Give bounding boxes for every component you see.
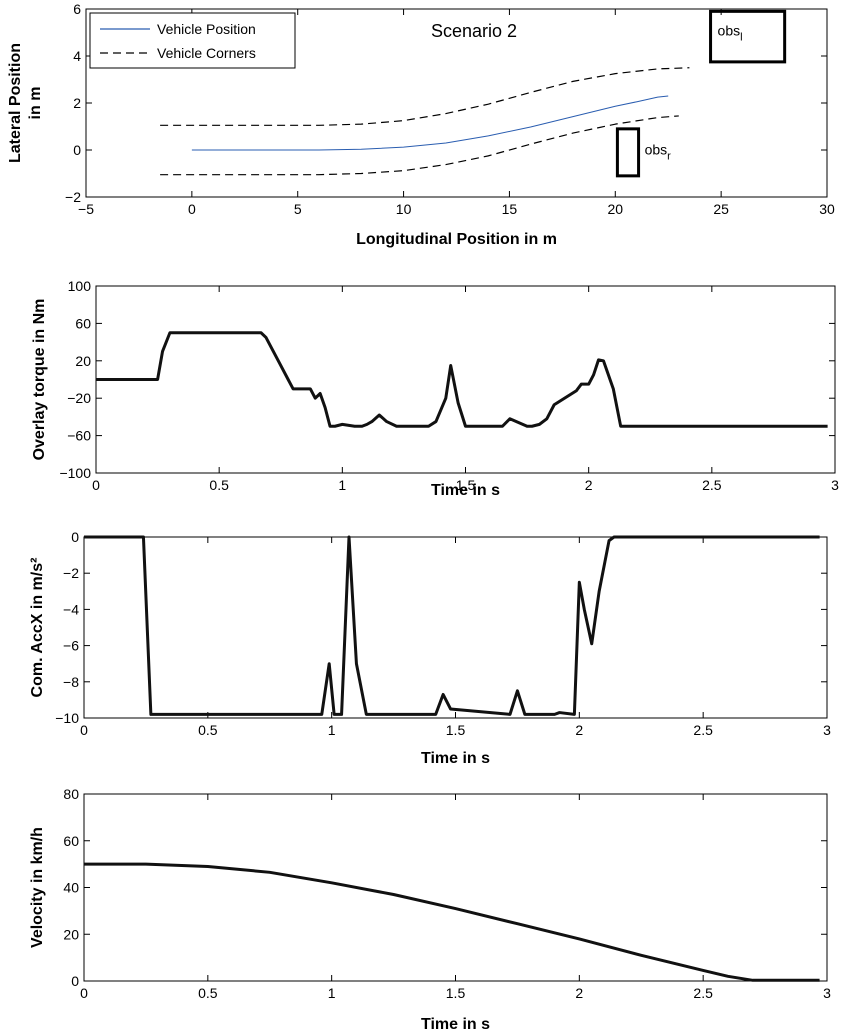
x-tick-label: 1 [328, 722, 336, 738]
x-axis-label: Time in s [431, 482, 500, 499]
y-tick-label: 0 [71, 529, 79, 545]
obstacle-label-text: obs [645, 141, 668, 157]
series-line-2 [160, 67, 690, 126]
x-tick-label: 15 [502, 201, 518, 217]
x-tick-label: 30 [819, 201, 835, 217]
x-tick-label: 1 [338, 477, 346, 493]
legend-entry-label: Vehicle Position [157, 21, 256, 37]
series-line-1 [84, 535, 820, 716]
x-axis-label: Longitudinal Position in m [356, 231, 557, 248]
y-tick-label: 0 [71, 973, 79, 989]
x-tick-label: 1.5 [446, 722, 466, 738]
y-axis-label: in m [27, 87, 44, 120]
y-tick-label: 60 [63, 833, 79, 849]
obstacle-label-subscript: r [667, 150, 671, 162]
y-tick-label: 40 [63, 880, 79, 896]
plot-frame [95, 285, 836, 474]
y-tick-label: −8 [63, 674, 79, 690]
x-tick-label: 0.5 [209, 477, 229, 493]
y-tick-label: 4 [73, 48, 81, 64]
y-tick-label: −6 [63, 638, 79, 654]
x-tick-label: 3 [823, 985, 831, 1001]
y-tick-label: 80 [63, 786, 79, 802]
x-tick-label: 5 [294, 201, 302, 217]
x-tick-label: 1.5 [456, 477, 476, 493]
y-axis-label: Lateral Position [7, 43, 24, 163]
plot-frame [83, 536, 828, 719]
chart-title: Scenario 2 [431, 21, 517, 41]
x-tick-label: 1.5 [446, 985, 466, 1001]
y-tick-label: 6 [73, 1, 81, 17]
y-tick-label: −2 [63, 565, 79, 581]
y-axis-label: Velocity in km/h [29, 827, 46, 948]
obstacle-label-text: obs [718, 22, 741, 38]
x-tick-label: 10 [396, 201, 412, 217]
series-line-1 [84, 862, 820, 982]
y-tick-label: 20 [75, 353, 91, 369]
chart-3: 0 0.5 1 1.5 2 2.5 3 −10 −8 −6 −4 −2 0 Time in s Com. A… [29, 529, 831, 767]
x-tick-label: 0 [188, 201, 196, 217]
series-line-1 [96, 331, 828, 428]
obstacle-label: obsr [645, 141, 672, 162]
y-tick-label: −20 [67, 390, 91, 406]
x-tick-label: 1 [328, 985, 336, 1001]
obstacle-label: obsl [718, 22, 743, 43]
obstacle-box [709, 9, 787, 64]
legend: Vehicle Position Vehicle Corners [89, 12, 296, 69]
y-axis-label: Overlay torque in Nm [31, 299, 48, 461]
obstacle-box [615, 127, 641, 178]
y-tick-label: −60 [67, 428, 91, 444]
x-tick-label: 3 [831, 477, 839, 493]
x-tick-label: 0 [80, 722, 88, 738]
legend-entry-label: Vehicle Corners [157, 45, 256, 61]
x-tick-label: 2.5 [693, 985, 713, 1001]
x-axis-label: Time in s [421, 750, 490, 767]
x-tick-label: 0.5 [198, 985, 218, 1001]
chart-4: 0 0.5 1 1.5 2 2.5 3 0 20 40 60 80 Time in s Velocity … [29, 786, 831, 1033]
series-line-3 [160, 115, 679, 176]
x-tick-label: 2.5 [702, 477, 722, 493]
y-tick-label: −10 [55, 710, 79, 726]
y-tick-label: −4 [63, 601, 79, 617]
x-tick-label: 0.5 [198, 722, 218, 738]
obstacle-label-subscript: l [740, 31, 742, 43]
x-tick-label: −5 [78, 201, 94, 217]
series-line-1 [191, 95, 669, 151]
x-tick-label: 3 [823, 722, 831, 738]
y-tick-label: −100 [59, 465, 91, 481]
x-tick-label: 2.5 [693, 722, 713, 738]
chart-2: 0 0.5 1 1.5 2 2.5 3 −100 −60 −20 20 60 100 Time in s O… [31, 278, 839, 499]
x-tick-label: 2 [585, 477, 593, 493]
x-tick-label: 20 [607, 201, 623, 217]
legend-box [89, 12, 296, 69]
y-axis-label: Com. AccX in m/s² [29, 558, 46, 698]
y-tick-label: −2 [65, 189, 81, 205]
x-tick-label: 0 [80, 985, 88, 1001]
x-tick-label: 2 [575, 722, 583, 738]
x-tick-label: 0 [92, 477, 100, 493]
plot-frame [83, 793, 828, 982]
chart-1: −5 0 5 10 15 20 25 30 −2 0 2 4 6 Longitudinal Positio… [7, 1, 835, 248]
y-tick-label: 20 [63, 926, 79, 942]
x-tick-label: 2 [575, 985, 583, 1001]
x-axis-label: Time in s [421, 1016, 490, 1033]
y-tick-label: 2 [73, 95, 81, 111]
x-tick-label: 25 [713, 201, 729, 217]
y-tick-label: 60 [75, 315, 91, 331]
y-tick-label: 100 [68, 278, 92, 294]
y-tick-label: 0 [73, 142, 81, 158]
